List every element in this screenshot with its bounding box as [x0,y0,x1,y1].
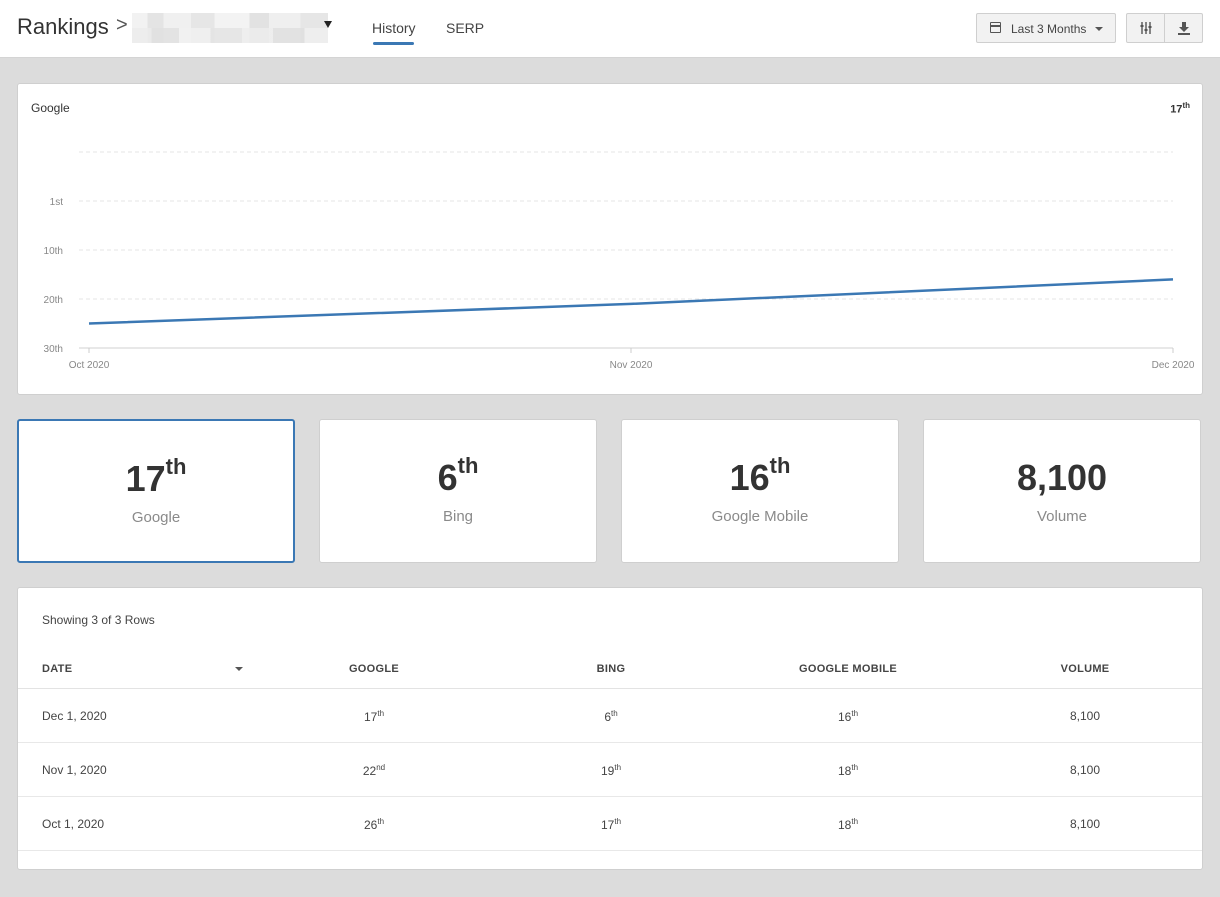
line-chart-svg: 1st 10th 20th 30th Oct 2020 Nov 2020 Dec 2020 [44,151,1195,371]
cell-google-number: 22 [362,764,377,778]
stat-card-volume[interactable]: 8,100 Volume [923,419,1201,563]
cell-bing-suffix: th [614,763,622,772]
sliders-icon [1140,22,1152,34]
stat-value-number: 17 [125,458,166,499]
chart-current-rank: 17th [1170,101,1190,116]
cell-bing-number: 6 [604,710,612,724]
cell-bing-suffix: th [611,709,618,718]
keyword-dropdown-caret-icon[interactable] [324,21,332,28]
date-range-label: Last 3 Months [1011,22,1087,36]
page-title: Rankings [17,14,109,39]
cell-google-number: 17 [363,710,378,724]
stat-value-number: 16 [729,457,770,498]
stat-value-suffix: th [457,453,479,478]
x-tick-label: Nov 2020 [610,360,653,371]
column-header-volume[interactable]: VOLUME [1060,663,1110,675]
cell-date: Nov 1, 2020 [42,763,107,777]
sort-descending-icon[interactable] [235,667,243,671]
breadcrumb-separator: > [116,14,128,36]
tab-serp[interactable]: SERP [446,20,485,36]
cell-google-mobile-suffix: th [851,763,859,772]
cell-bing: 6th [604,709,617,724]
cell-google-mobile-number: 16 [837,710,852,724]
settings-button[interactable] [1127,14,1164,42]
stat-value-number: 8,100 [1016,457,1108,498]
button-divider [1164,14,1165,42]
y-tick-label: 20th [44,295,63,306]
cell-bing-suffix: th [614,817,622,826]
cell-google-number: 26 [363,818,378,832]
cell-google-suffix: th [377,709,385,718]
rankings-table: Showing 3 of 3 Rows DATE GOOGLE BING GOO… [17,587,1203,870]
cell-volume: 8,100 [1069,763,1101,777]
cell-google-suffix: nd [376,763,386,772]
chart-current-rank-suffix: th [1182,101,1190,110]
cell-google-mobile: 16th [838,709,858,724]
cell-google-mobile-suffix: th [851,817,859,826]
series-line-google [88,278,1174,325]
download-icon [1178,22,1190,35]
stat-value-suffix: th [769,453,791,478]
top-bar: Rankings > History SERP Last 3 Months [0,0,1220,58]
cell-bing: 17th [601,817,621,832]
column-header-google[interactable]: GOOGLE [348,663,400,675]
cell-bing: 19th [601,763,621,778]
cell-google-mobile-suffix: th [851,709,859,718]
download-button[interactable] [1165,14,1202,42]
chevron-down-icon [1095,27,1103,31]
cell-google-mobile-number: 18 [837,764,852,778]
active-tab-indicator [373,42,414,45]
chart-title: Google [31,101,70,115]
y-tick-label: 10th [44,246,63,257]
cell-google-suffix: th [377,817,385,826]
stat-value-number: 6 [437,457,458,498]
stat-card-bing[interactable]: 6th Bing [319,419,597,563]
x-tick-label: Oct 2020 [69,360,110,371]
stat-label: Google [131,509,181,526]
keyword-selector-blurred[interactable] [132,13,328,43]
cell-bing-number: 17 [600,818,615,832]
cell-google: 22nd [363,763,385,778]
cell-google-mobile-number: 18 [837,818,852,832]
table-header-divider [18,688,1202,689]
cell-google: 26th [364,817,384,832]
stat-value: 6th [320,453,596,499]
chart-current-rank-number: 17 [1170,103,1183,116]
cell-volume: 8,100 [1069,817,1101,831]
stat-value: 8,100 [924,457,1200,499]
stat-label: Volume [1036,508,1088,525]
stat-value: 16th [622,453,898,499]
cell-google-mobile: 18th [838,763,858,778]
table-row: Nov 1, 2020 22nd 19th 18th 8,100 [18,743,1202,797]
table-row: Dec 1, 2020 17th 6th 16th 8,100 [18,689,1202,743]
cell-date: Oct 1, 2020 [42,817,105,831]
stat-card-google-mobile[interactable]: 16th Google Mobile [621,419,899,563]
cell-volume: 8,100 [1069,709,1101,723]
cell-google-mobile: 18th [838,817,858,832]
stat-label: Google Mobile [711,508,809,525]
date-range-button[interactable]: Last 3 Months [976,13,1116,43]
stat-value: 17th [19,454,293,500]
table-row: Oct 1, 2020 26th 17th 18th 8,100 [18,797,1202,851]
toolbar-button-group [1126,13,1203,43]
column-header-date[interactable]: DATE [42,663,73,675]
y-tick-label: 1st [50,197,64,208]
stat-label: Bing [442,508,474,525]
ranking-history-chart: Google 17th 1st 10th 20th 30th Oct 2020 Nov 2… [17,83,1203,395]
calendar-icon [990,22,1001,33]
y-tick-label: 30th [44,344,63,355]
cell-date: Dec 1, 2020 [42,709,107,723]
x-tick-label: Dec 2020 [1152,360,1195,371]
column-header-google-mobile[interactable]: GOOGLE MOBILE [798,663,898,675]
cell-bing-number: 19 [600,764,615,778]
row-count-text: Showing 3 of 3 Rows [42,613,155,627]
stat-value-suffix: th [165,454,187,479]
tab-history[interactable]: History [372,20,416,36]
column-header-bing[interactable]: BING [596,663,626,675]
stat-card-google[interactable]: 17th Google [17,419,295,563]
cell-google: 17th [364,709,384,724]
